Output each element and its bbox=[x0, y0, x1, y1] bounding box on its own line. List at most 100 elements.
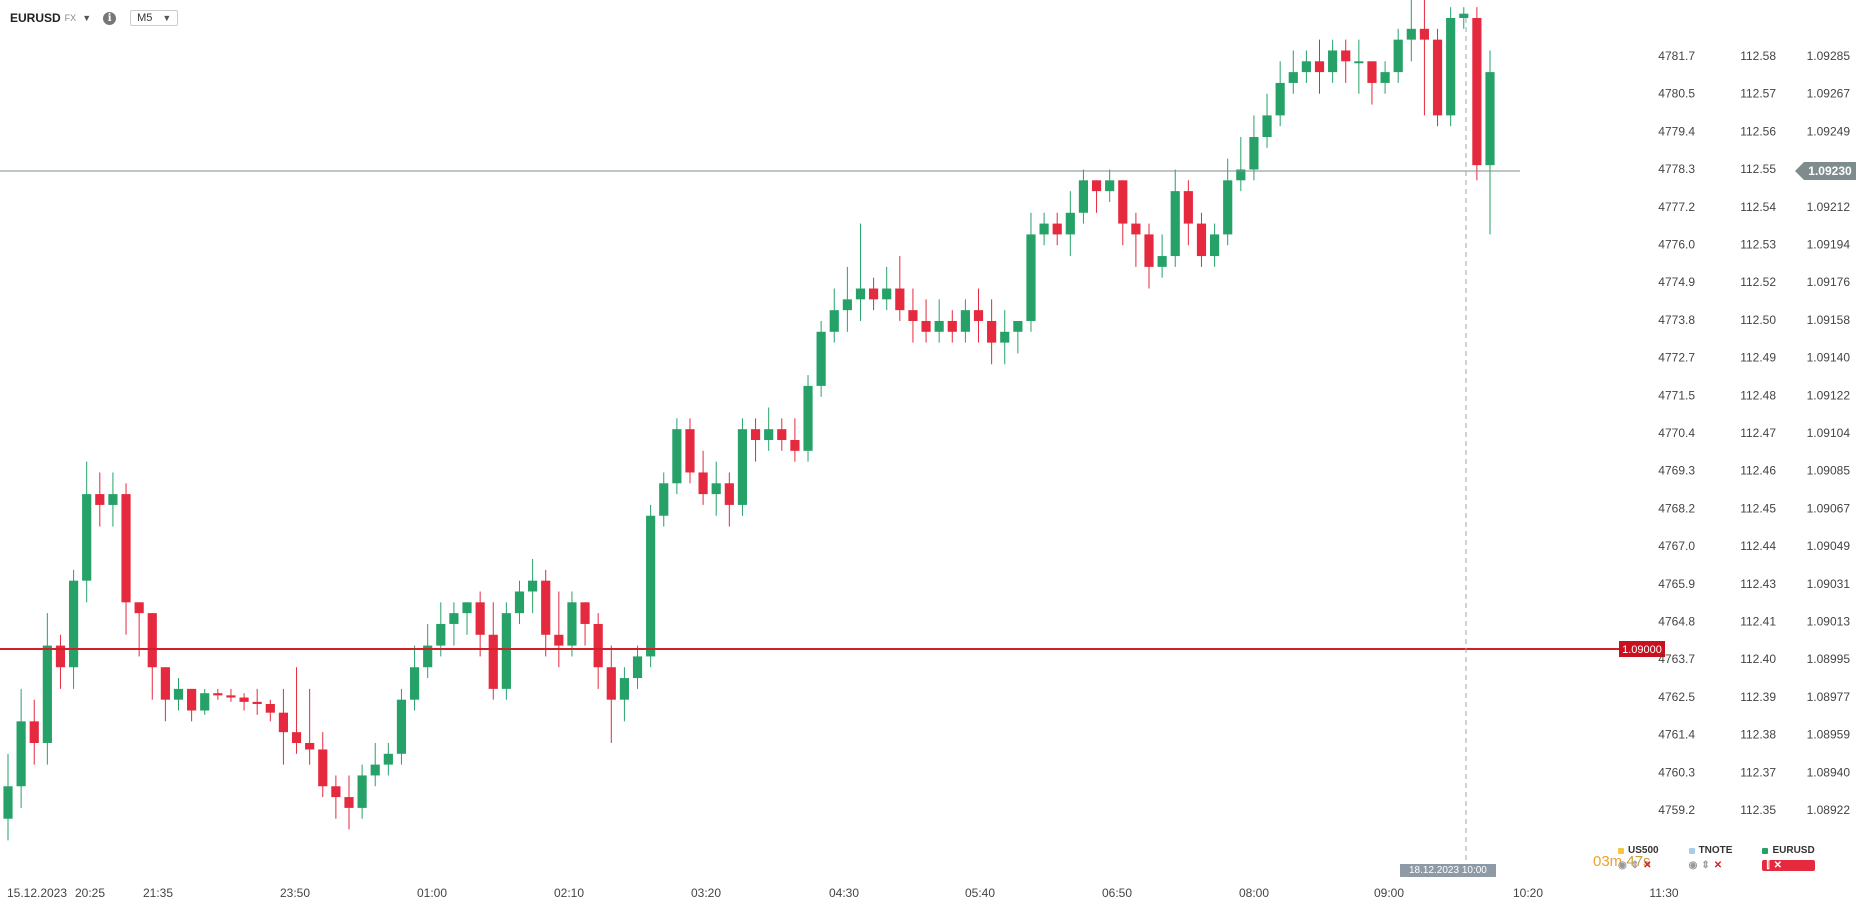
candle-body bbox=[724, 483, 734, 505]
eye-icon[interactable]: ◉ bbox=[1688, 860, 1698, 871]
candle-body bbox=[265, 704, 275, 713]
candle-body bbox=[987, 320, 997, 343]
candle-body bbox=[921, 320, 931, 332]
candle-body bbox=[396, 699, 407, 754]
time-axis-label: 08:00 bbox=[1239, 886, 1269, 900]
sort-icon[interactable]: ⇕ bbox=[1701, 860, 1710, 871]
candle-body bbox=[1039, 223, 1049, 235]
price-axis-label-us500: 4759.2 bbox=[1658, 803, 1695, 817]
price-axis-label-eurusd: 1.09013 bbox=[1807, 615, 1851, 629]
candle-body bbox=[42, 645, 52, 743]
candle-body bbox=[383, 753, 393, 765]
countdown-minutes: 03m bbox=[1593, 853, 1623, 870]
price-axis-label-tnote: 112.44 bbox=[1740, 539, 1776, 553]
candle-body bbox=[134, 602, 144, 614]
candle-body bbox=[305, 742, 315, 750]
candle-body bbox=[1236, 169, 1246, 181]
time-axis-label: 04:30 bbox=[829, 886, 859, 900]
candle-body bbox=[1288, 72, 1298, 83]
price-axis-label-tnote: 112.54 bbox=[1740, 200, 1776, 214]
candle-body bbox=[1459, 13, 1469, 18]
info-icon[interactable]: i bbox=[103, 11, 117, 25]
candle-body bbox=[1393, 39, 1403, 73]
candle-body bbox=[1446, 18, 1456, 116]
price-axis-label-us500: 4778.3 bbox=[1658, 162, 1695, 176]
candle-body bbox=[777, 429, 787, 440]
candle-body bbox=[790, 440, 800, 451]
candle-body bbox=[514, 591, 525, 614]
candle-body bbox=[16, 721, 26, 787]
price-axis-label-us500: 4760.3 bbox=[1658, 765, 1695, 779]
price-axis-label-us500: 4767.0 bbox=[1658, 539, 1695, 553]
candle-body bbox=[475, 602, 485, 635]
symbol-dropdown-icon[interactable]: ▼ bbox=[82, 13, 92, 23]
eye-icon[interactable]: ◉ bbox=[1618, 860, 1627, 871]
candle-countdown: 03m 47s bbox=[1593, 853, 1651, 870]
time-axis-label: 06:50 bbox=[1102, 886, 1132, 900]
time-axis-label: 10:20 bbox=[1513, 886, 1543, 900]
candle-body bbox=[1406, 28, 1416, 40]
price-axis-label-us500: 4780.5 bbox=[1658, 87, 1695, 101]
candle-body bbox=[370, 764, 380, 776]
candle-body bbox=[1157, 256, 1167, 267]
compare-legend: US500 ◉ ⇕ ✕ TNOTE ◉ ⇕ ✕ EURUSD ⫿ ✕ bbox=[1618, 845, 1815, 871]
candles-type-icon[interactable]: ⫿ bbox=[1766, 860, 1770, 871]
price-axis-label-tnote: 112.57 bbox=[1740, 87, 1776, 101]
candle-body bbox=[1367, 61, 1377, 83]
candle-body bbox=[580, 602, 590, 624]
price-axis-label-eurusd: 1.08940 bbox=[1807, 765, 1851, 779]
candle-body bbox=[1472, 18, 1482, 166]
candle-body bbox=[750, 429, 761, 440]
price-axis-label-tnote: 112.49 bbox=[1740, 351, 1776, 365]
price-axis-label-eurusd: 1.09049 bbox=[1807, 539, 1851, 553]
price-axis-label-tnote: 112.41 bbox=[1740, 615, 1776, 629]
price-axis-label-tnote: 112.55 bbox=[1740, 162, 1776, 176]
chevron-down-icon: ▼ bbox=[162, 13, 172, 23]
candle-body bbox=[344, 797, 354, 808]
candle-body bbox=[593, 623, 603, 668]
symbol-name[interactable]: EURUSD bbox=[10, 11, 61, 25]
candle-body bbox=[842, 299, 852, 311]
candle-body bbox=[973, 310, 984, 321]
close-icon[interactable]: ✕ bbox=[1713, 860, 1723, 871]
price-axis-label-us500: 4777.2 bbox=[1658, 200, 1695, 214]
candle-body bbox=[29, 721, 39, 743]
candle-body bbox=[1144, 234, 1154, 267]
price-axis-label-eurusd: 1.09158 bbox=[1807, 313, 1851, 327]
candle-body bbox=[462, 602, 472, 614]
candle-body bbox=[68, 580, 79, 668]
candle-body bbox=[1341, 50, 1351, 62]
candle-body bbox=[632, 656, 643, 679]
candle-body bbox=[829, 310, 839, 332]
candle-body bbox=[108, 494, 118, 505]
legend-item-eurusd: EURUSD ⫿ ✕ bbox=[1762, 845, 1815, 871]
candle-body bbox=[1314, 61, 1325, 73]
candle-body bbox=[803, 385, 813, 451]
price-axis-label-us500: 4770.4 bbox=[1658, 426, 1695, 440]
price-axis-label-eurusd: 1.09212 bbox=[1807, 200, 1851, 214]
timeframe-select[interactable]: M5 ▼ bbox=[130, 10, 179, 26]
price-axis-label-tnote: 112.56 bbox=[1740, 124, 1776, 138]
candle-body bbox=[908, 310, 918, 321]
crosshair-time-label: 18.12.2023 10:00 bbox=[1400, 864, 1496, 877]
candle-body bbox=[1065, 212, 1075, 235]
candle-body bbox=[764, 429, 774, 440]
time-axis-label: 23:50 bbox=[280, 886, 310, 900]
close-icon[interactable]: ✕ bbox=[1773, 860, 1783, 871]
price-axis-label-tnote: 112.46 bbox=[1740, 464, 1776, 478]
candle-body bbox=[1118, 180, 1128, 224]
sort-icon[interactable]: ⇕ bbox=[1630, 860, 1640, 871]
price-axis-label-tnote: 112.47 bbox=[1740, 426, 1776, 440]
price-axis-label-tnote: 112.50 bbox=[1740, 313, 1776, 327]
price-axis-label-eurusd: 1.09176 bbox=[1807, 275, 1851, 289]
candle-body bbox=[1223, 180, 1233, 235]
close-icon[interactable]: ✕ bbox=[1643, 860, 1652, 871]
timeframe-value: M5 bbox=[137, 12, 153, 24]
candle-body bbox=[1026, 234, 1036, 321]
candle-body bbox=[1249, 137, 1259, 170]
candle-body bbox=[331, 786, 341, 798]
time-axis-label: 21:35 bbox=[143, 886, 173, 900]
candle-body bbox=[409, 667, 420, 700]
candle-body bbox=[436, 623, 446, 646]
